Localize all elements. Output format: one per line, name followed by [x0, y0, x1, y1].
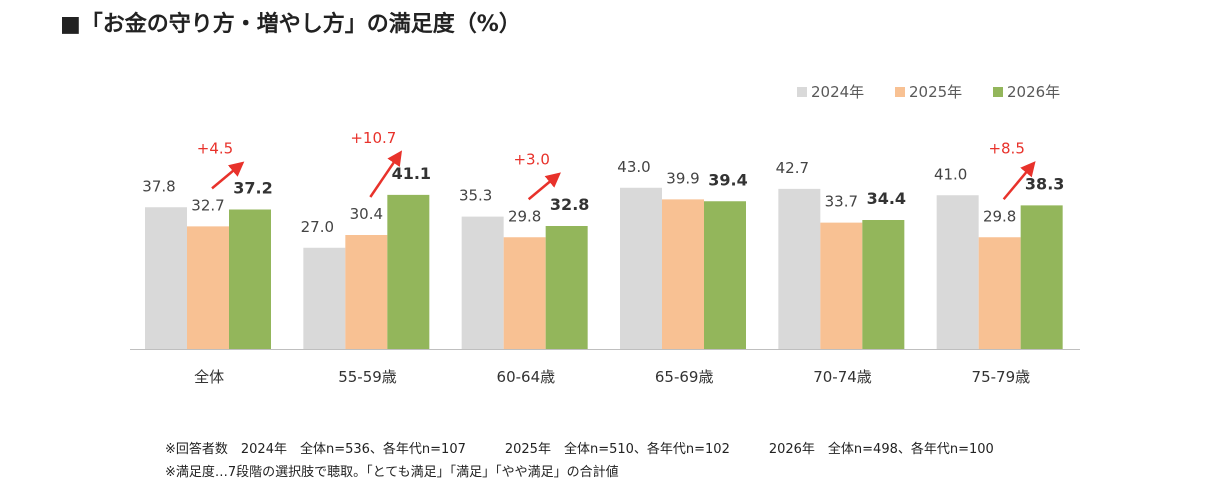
data-label: 30.4: [350, 205, 383, 223]
data-label: 34.4: [867, 189, 906, 208]
data-label: 41.1: [392, 164, 431, 183]
increase-annotation: +10.7: [350, 129, 396, 147]
legend: 2024年 2025年 2026年: [797, 83, 1060, 101]
increase-annotation: +8.5: [988, 139, 1024, 157]
data-label: 41.0: [934, 165, 967, 183]
data-label: 43.0: [617, 158, 650, 176]
chart-title: ■「お金の守り方・増やし方」の満足度（%）: [60, 12, 521, 37]
legend-swatch: [895, 87, 905, 97]
bar-2024年-70-74歳: [778, 188, 821, 349]
bar-2025年-75-79歳: [978, 237, 1021, 349]
x-tick-label: 55-59歳: [338, 368, 397, 386]
data-label: 39.9: [666, 169, 699, 187]
increase-arrow: [527, 172, 561, 201]
increase-annotation: +4.5: [197, 139, 233, 157]
increase-arrow: [211, 161, 245, 190]
bar-2026年-60-64歳: [545, 226, 588, 349]
bar-2026年-全体: [229, 209, 271, 349]
x-tick-label: 70-74歳: [813, 368, 872, 386]
legend-label: 2024年: [811, 83, 864, 101]
legend-label: 2025年: [909, 83, 962, 101]
legend-label: 2026年: [1007, 83, 1060, 101]
x-axis: 全体 55-59歳 60-64歳 65-69歳 70-74歳 75-79歳: [130, 349, 1080, 386]
bar-2024年-60-64歳: [461, 216, 504, 349]
data-label: 33.7: [825, 193, 858, 211]
x-tick-label: 60-64歳: [497, 368, 556, 386]
increase-arrow: [369, 150, 403, 198]
data-label: 38.3: [1025, 174, 1064, 193]
bar-2025年-70-74歳: [820, 222, 863, 349]
bar-2024年-75-79歳: [936, 195, 979, 349]
bar-2025年-65-69歳: [662, 199, 704, 349]
data-label: 29.8: [983, 207, 1016, 225]
data-label: 32.7: [191, 196, 224, 214]
bar-2025年-全体: [187, 226, 229, 349]
bar-2025年-55-59歳: [345, 235, 388, 349]
data-label: 39.4: [708, 170, 747, 189]
bar-2024年-55-59歳: [303, 247, 346, 349]
bar-chart: 2024年 2025年 2026年 37.8 32.7 37.2 27.0 30.4 41.1…: [130, 83, 1080, 386]
data-label: 29.8: [508, 207, 541, 225]
data-label: 32.8: [550, 195, 589, 214]
bars: [145, 187, 1063, 349]
data-label: 27.0: [301, 218, 334, 236]
increase-arrow: [1002, 161, 1036, 201]
bar-2026年-75-79歳: [1020, 205, 1063, 349]
data-labels: 37.8 32.7 37.2 27.0 30.4 41.1 35.3 29.8 32.8 43.0…: [142, 158, 1064, 236]
data-label: 35.3: [459, 187, 492, 205]
bar-2025年-60-64歳: [503, 237, 546, 349]
data-label: 37.8: [142, 177, 175, 195]
bar-2024年-65-69歳: [620, 187, 662, 349]
bar-2026年-70-74歳: [862, 220, 905, 349]
data-label: 37.2: [233, 179, 272, 198]
data-label: 42.7: [776, 159, 809, 177]
legend-swatch: [993, 87, 1003, 97]
legend-swatch: [797, 87, 807, 97]
bar-2026年-55-59歳: [387, 194, 430, 349]
x-tick-label: 75-79歳: [972, 368, 1031, 386]
x-tick-label: 全体: [194, 368, 224, 386]
annotations: +4.5 +10.7 +3.0 +8.5: [197, 129, 1036, 201]
footnote-definition: ※満足度…7段階の選択肢で聴取。「とても満足」「満足」「やや満足」の合計値: [165, 465, 619, 480]
bar-2026年-65-69歳: [704, 201, 746, 349]
bar-2024年-全体: [145, 207, 187, 349]
x-tick-label: 65-69歳: [655, 368, 714, 386]
increase-annotation: +3.0: [513, 150, 549, 168]
footnote-respondents: ※回答者数 2024年 全体n=536、各年代n=107 2025年 全体n=5…: [165, 442, 994, 457]
